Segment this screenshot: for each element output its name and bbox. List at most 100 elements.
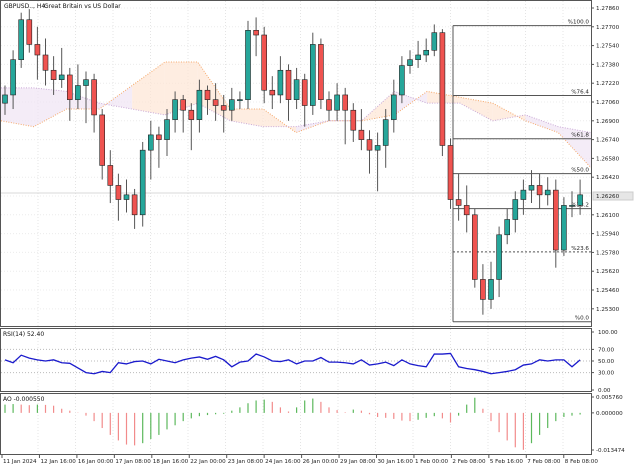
time-label: 12 Jan 16:00 xyxy=(40,459,76,465)
time-axis[interactable]: 11 Jan 2024 12 Jan 16:00 16 Jan 00:00 17 Ja… xyxy=(1,455,599,465)
bear-candle xyxy=(326,99,332,111)
bull-candle xyxy=(390,94,397,120)
time-label: 7 Feb 08:00 xyxy=(527,459,561,465)
bull-candle xyxy=(431,32,438,51)
price-label: 1.26740 xyxy=(596,138,620,144)
ichimoku-cloud xyxy=(0,61,592,169)
rsi-panel-frame xyxy=(0,328,592,392)
time-label: 8 Feb 08:00 xyxy=(565,459,599,465)
bear-candle xyxy=(463,205,470,216)
rsi-axis-label: 70.00 xyxy=(598,347,614,353)
time-label: 5 Feb 16:00 xyxy=(490,459,524,465)
price-label: 1.25940 xyxy=(596,232,620,238)
time-label: 26 Jan 00:00 xyxy=(303,459,339,465)
bull-candle xyxy=(423,49,430,56)
cloud-segment xyxy=(525,114,559,133)
bull-candle xyxy=(18,19,25,60)
bear-candle xyxy=(439,32,446,146)
time-label: 18 Jan 16:00 xyxy=(153,459,189,465)
bull-candle xyxy=(334,94,340,111)
bear-candle xyxy=(285,69,292,100)
time-label: 11 Jan 2024 xyxy=(3,459,37,465)
chart-symbol: GBPUSD.., H4: xyxy=(4,3,47,10)
bear-candle xyxy=(131,194,138,216)
price-label: 1.27860 xyxy=(596,6,620,12)
price-label: 1.25300 xyxy=(596,307,620,313)
rsi-axis-label: 0.00 xyxy=(598,388,611,394)
bull-candle xyxy=(139,149,146,216)
price-label: 1.27540 xyxy=(596,44,620,50)
bear-candle xyxy=(447,145,454,200)
cloud-segment xyxy=(230,109,264,127)
fib-level-label: %61.8 xyxy=(571,133,589,139)
bear-candle xyxy=(366,139,373,151)
rsi-line xyxy=(4,352,581,375)
bear-candle xyxy=(180,99,186,111)
bull-candle xyxy=(75,85,81,100)
rsi-axis-label: 100.00 xyxy=(598,330,618,336)
bear-candle xyxy=(318,44,324,100)
bear-candle xyxy=(358,129,365,140)
bear-candle xyxy=(115,185,122,200)
bear-candle xyxy=(50,69,57,80)
price-label: 1.26900 xyxy=(596,119,620,125)
current-price-label: 1.26260 xyxy=(596,194,620,200)
fib-level-label: %76.4 xyxy=(571,90,589,96)
fibonacci-retracement[interactable]: %100.0%76.4%61.8%50.0%38.2%23.6%0.0 xyxy=(452,20,591,323)
price-label: 1.25780 xyxy=(596,250,620,256)
bull-candle xyxy=(293,79,300,100)
fib-level-label: %0.0 xyxy=(575,316,590,322)
bear-candle xyxy=(42,54,49,71)
rsi-panel: 100.00 70.00 50.00 30.00 0.00 xyxy=(1,330,618,394)
bull-candle xyxy=(407,59,413,66)
price-label: 1.27700 xyxy=(596,25,620,31)
bear-candle xyxy=(480,279,486,300)
candlesticks xyxy=(2,9,583,315)
bear-candle xyxy=(204,89,211,100)
bull-candle xyxy=(569,205,575,207)
cloud-segment xyxy=(1,87,34,127)
price-axis[interactable]: 1.27860 1.27700 1.27540 1.27380 1.27220 1.270… xyxy=(591,6,634,313)
bull-candle xyxy=(196,89,203,120)
rsi-axis-label: 50.00 xyxy=(598,359,614,365)
bull-candle xyxy=(148,134,154,151)
bull-candle xyxy=(512,199,519,220)
time-label: 29 Jan 08:00 xyxy=(340,459,376,465)
current-price-box xyxy=(592,191,634,201)
bear-candle xyxy=(269,89,276,96)
bull-candle xyxy=(229,99,235,111)
bear-candle xyxy=(552,189,559,251)
time-label: 23 Jan 08:00 xyxy=(228,459,264,465)
bear-candle xyxy=(220,105,227,111)
bear-candle xyxy=(455,199,462,206)
ao-title: AO -0.000550 xyxy=(3,396,45,403)
bear-candle xyxy=(188,109,195,120)
cloud-segment xyxy=(66,91,100,110)
bull-candle xyxy=(245,30,251,100)
bull-candle xyxy=(520,189,527,200)
ao-panel-frame xyxy=(0,393,592,455)
ao-axis-label: 0.005760 xyxy=(596,395,623,401)
bull-candle xyxy=(83,79,89,86)
bear-candle xyxy=(342,94,349,111)
time-label: 1 Feb 00:00 xyxy=(415,459,449,465)
bull-candle xyxy=(488,279,494,300)
fib-level-label: %50.0 xyxy=(571,168,589,174)
time-label: 24 Jan 16:00 xyxy=(265,459,301,465)
bear-candle xyxy=(471,214,478,280)
bear-candle xyxy=(99,114,105,166)
ao-axis-label: -0.013474 xyxy=(596,448,625,454)
bull-candle xyxy=(123,194,130,200)
bull-candle xyxy=(496,234,502,280)
senkou-span-a xyxy=(0,61,592,169)
bull-candle xyxy=(415,54,421,60)
bull-candle xyxy=(382,119,389,146)
bear-candle xyxy=(253,30,259,36)
cloud-segment xyxy=(132,62,165,115)
bull-candle xyxy=(58,74,65,80)
price-label: 1.27380 xyxy=(596,62,620,68)
bull-candle xyxy=(504,219,511,236)
bull-candle xyxy=(237,99,243,101)
bear-candle xyxy=(67,74,73,100)
